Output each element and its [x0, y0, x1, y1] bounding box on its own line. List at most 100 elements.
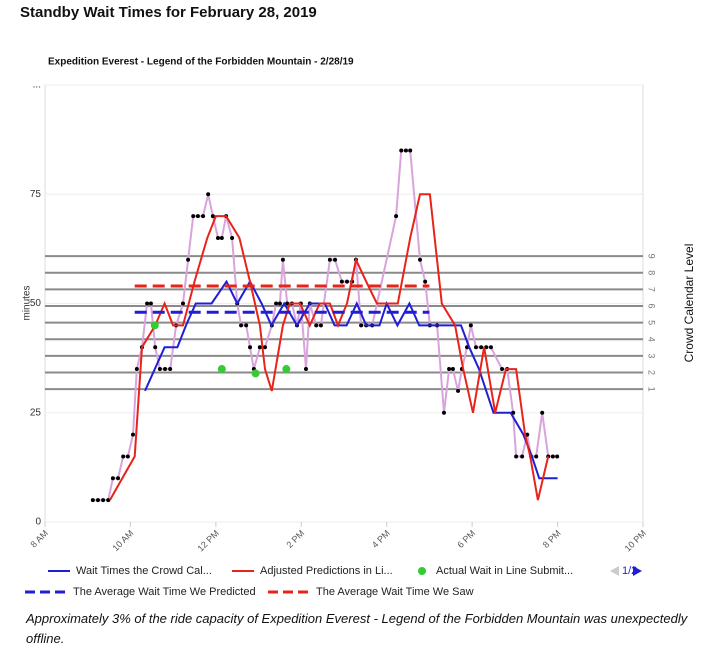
- x-tick-label: 6 PM: [455, 528, 477, 550]
- chart: Standby Wait Times for February 28, 2019…: [20, 4, 696, 598]
- data-point: [540, 410, 545, 415]
- x-tick-label: 4 PM: [370, 528, 392, 550]
- data-point: [206, 192, 211, 197]
- data-point: [359, 323, 364, 328]
- data-point: [423, 279, 428, 284]
- x-tick-label: 8 PM: [541, 528, 563, 550]
- y2-axis-label: Crowd Calendar Level: [682, 244, 696, 363]
- data-point: [239, 323, 244, 328]
- data-point: [441, 410, 446, 415]
- data-point: [90, 498, 95, 503]
- data-point: [555, 454, 560, 459]
- data-point: [153, 345, 158, 350]
- chart-title: Expedition Everest - Legend of the Forbi…: [48, 57, 354, 68]
- data-point: [163, 367, 168, 372]
- data-point: [262, 345, 267, 350]
- y-tick-label: 50: [30, 298, 42, 309]
- data-point: [280, 257, 285, 262]
- y-tick-label: ...: [33, 80, 41, 91]
- y2-tick-label: 5: [647, 320, 657, 325]
- y-tick-label: 75: [30, 189, 42, 200]
- data-point: [344, 279, 349, 284]
- data-point: [195, 214, 200, 219]
- x-tick-label: 8 AM: [29, 528, 51, 550]
- data-point: [134, 367, 139, 372]
- y2-tick-label: 3: [647, 353, 657, 358]
- data-point: [148, 301, 153, 306]
- data-point: [251, 369, 260, 378]
- data-point: [282, 365, 291, 374]
- x-tick-label: 12 PM: [195, 528, 220, 553]
- data-point: [285, 301, 290, 306]
- data-point: [121, 454, 126, 459]
- data-point: [520, 454, 525, 459]
- footnote: Approximately 3% of the ride capacity of…: [26, 611, 688, 646]
- data-point: [550, 454, 555, 459]
- data-point: [394, 214, 399, 219]
- data-point: [318, 323, 323, 328]
- data-point: [473, 345, 478, 350]
- data-point: [303, 367, 308, 372]
- x-tick-label: 2 PM: [284, 528, 306, 550]
- data-point: [95, 498, 100, 503]
- data-point: [333, 257, 338, 262]
- data-point: [215, 235, 220, 240]
- data-point: [201, 214, 206, 219]
- data-point: [248, 345, 253, 350]
- data-point: [168, 367, 173, 372]
- data-point: [339, 279, 344, 284]
- series-line: [92, 149, 558, 502]
- data-point: [110, 476, 115, 481]
- legend-label: The Average Wait Time We Saw: [316, 586, 474, 598]
- legend-label: Adjusted Predictions in Li...: [260, 565, 393, 577]
- data-point: [116, 476, 121, 481]
- data-point: [217, 365, 226, 374]
- legend-swatch: [418, 567, 426, 575]
- legend-label: The Average Wait Time We Predicted: [73, 586, 256, 598]
- data-point: [150, 321, 159, 330]
- y-axis-label: minutes: [22, 285, 33, 320]
- legend-prev[interactable]: [610, 566, 619, 576]
- data-point: [157, 367, 162, 372]
- data-point: [130, 432, 135, 437]
- data-point: [219, 235, 224, 240]
- y2-tick-label: 4: [647, 337, 657, 342]
- data-point: [468, 323, 473, 328]
- data-point: [186, 257, 191, 262]
- y2-tick-label: 6: [647, 303, 657, 308]
- data-point: [277, 301, 282, 306]
- legend-label: Actual Wait in Line Submit...: [436, 565, 573, 577]
- data-point: [450, 367, 455, 372]
- x-tick-label: 10 PM: [623, 528, 648, 553]
- data-point: [479, 345, 484, 350]
- y2-tick-label: 9: [647, 254, 657, 259]
- data-point: [145, 301, 150, 306]
- page-title: Standby Wait Times for February 28, 2019: [20, 4, 317, 21]
- data-point: [514, 454, 519, 459]
- y2-tick-label: 2: [647, 370, 657, 375]
- y-tick-label: 0: [35, 517, 41, 528]
- y2-tick-label: 8: [647, 270, 657, 275]
- data-point: [327, 257, 332, 262]
- data-point: [314, 323, 319, 328]
- data-point: [500, 367, 505, 372]
- data-point: [210, 214, 215, 219]
- data-point: [274, 301, 279, 306]
- data-point: [399, 148, 404, 153]
- y2-tick-label: 7: [647, 287, 657, 292]
- series-line: [109, 193, 550, 501]
- legend-label: Wait Times the Crowd Cal...: [76, 565, 212, 577]
- legend-next[interactable]: [633, 566, 642, 576]
- data-point: [191, 214, 196, 219]
- data-point: [456, 388, 461, 393]
- data-point: [403, 148, 408, 153]
- data-point: [408, 148, 413, 153]
- data-point: [180, 301, 185, 306]
- data-point: [488, 345, 493, 350]
- data-point: [230, 235, 235, 240]
- data-point: [106, 498, 111, 503]
- y2-tick-label: 1: [647, 387, 657, 392]
- data-point: [257, 345, 262, 350]
- x-tick-label: 10 AM: [110, 528, 135, 553]
